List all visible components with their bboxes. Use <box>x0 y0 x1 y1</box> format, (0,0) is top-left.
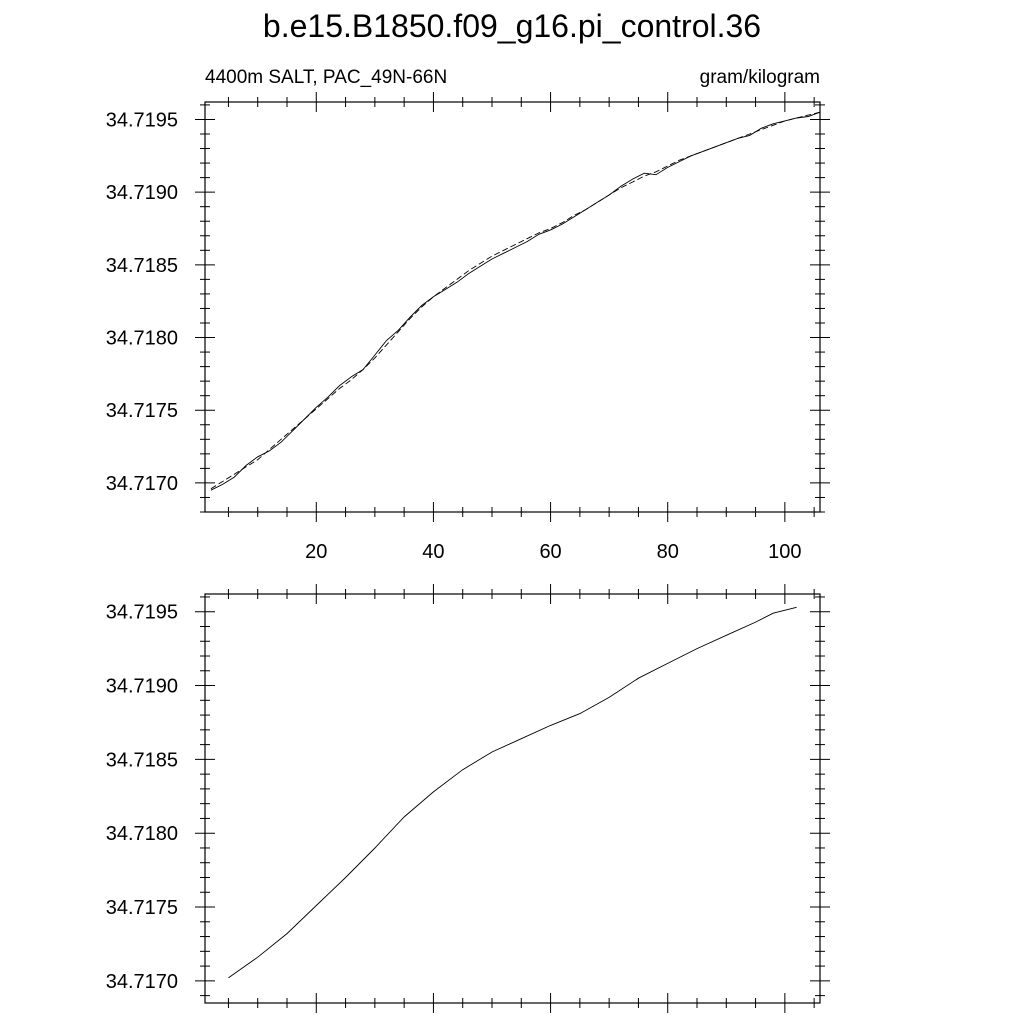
top-panel-right-label: gram/kilogram <box>700 67 820 88</box>
panel-0-x-tick-label: 80 <box>657 541 679 563</box>
panel-0-y-tick-label: 34.7185 <box>106 255 178 277</box>
panel-1-series-line-0 <box>228 606 797 979</box>
panel-0-frame <box>204 101 821 513</box>
panel-1-y-tick-label: 34.7195 <box>106 602 178 624</box>
top-panel-left-label: 4400m SALT, PAC_49N-66N <box>205 67 447 88</box>
top-panel: 4400m SALT, PAC_49N-66N gram/kilogram 34… <box>106 67 830 563</box>
chart-title: b.e15.B1850.f09_g16.pi_control.36 <box>263 8 761 44</box>
panel-0-x-tick-label: 60 <box>539 541 561 563</box>
panel-0-x-tick-label: 20 <box>305 541 327 563</box>
panel-0-series-line-1 <box>210 111 821 490</box>
panel-0-y-tick-label: 34.7190 <box>106 182 178 204</box>
panel-0-x-tick-label: 100 <box>768 541 801 563</box>
panel-0-y-tick-label: 34.7170 <box>106 473 178 495</box>
panel-1-y-tick-label: 34.7180 <box>106 823 178 845</box>
panel-0-y-tick-label: 34.7180 <box>106 328 178 350</box>
panel-0-series-line-0 <box>210 111 821 491</box>
panel-0-x-tick-label: 40 <box>422 541 444 563</box>
panel-1-frame <box>204 593 821 1004</box>
bottom-panel: 34.7170 34.7175 34.7180 34.7185 34.7190 34.71… <box>106 584 830 1013</box>
panel-1-y-tick-label: 34.7170 <box>106 971 178 993</box>
panel-1-y-tick-label: 34.7175 <box>106 897 178 919</box>
panel-1-y-tick-label: 34.7185 <box>106 749 178 771</box>
panel-0-y-tick-label: 34.7175 <box>106 400 178 422</box>
panel-0-y-tick-label: 34.7195 <box>106 109 178 131</box>
panel-1-y-tick-label: 34.7190 <box>106 676 178 698</box>
